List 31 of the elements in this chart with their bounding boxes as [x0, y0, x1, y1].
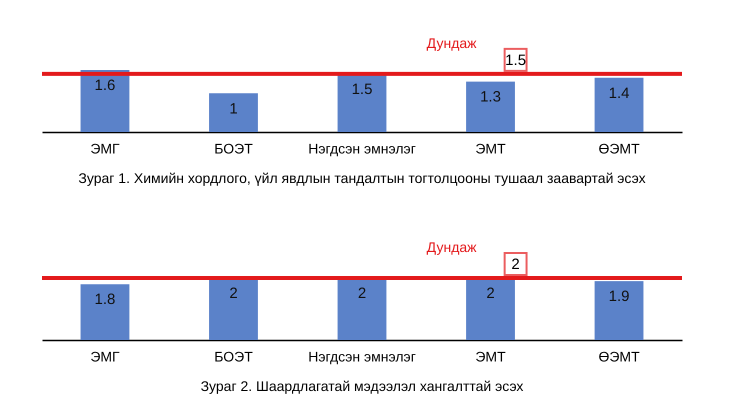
bar [80, 70, 130, 132]
data-label: 1.8 [94, 291, 116, 308]
data-label: 1.5 [352, 80, 372, 98]
x-tick-label: ЭМГ [90, 348, 120, 364]
ref-line-label: Дундаж [426, 239, 478, 255]
x-tick-label: ӨЭМТ [598, 348, 640, 364]
text: Зураг 1. Химийн хордлого, үйл явдлын тандалтын тогтолцооны тушаал заавартай эсэх [78, 170, 646, 186]
data-label: 2 [358, 285, 366, 302]
ref-line-label: Дундаж [426, 34, 478, 51]
bar [209, 93, 258, 132]
annotation: 1.5 [505, 52, 526, 69]
x-tick-label: ӨЭМТ [598, 140, 640, 156]
x-tick-label: БОЭТ [214, 348, 254, 364]
x-tick-label: БОЭТ [214, 140, 254, 156]
annotation: 2 [511, 256, 520, 273]
bar [466, 82, 515, 132]
x-tick-label: ЭМГ [90, 140, 120, 156]
x-tick-label: Нэгдсэн эмнэлэг [308, 348, 416, 364]
x-tick-label: Нэгдсэн эмнэлэг [308, 140, 416, 156]
data-label: 1.3 [480, 88, 501, 106]
text: Зураг 2. Шаардлагатай мэдээлэл хангалттай эсэх [200, 378, 524, 394]
x-tick-label: ЭМТ [475, 348, 506, 364]
x-tick-label: ЭМТ [475, 140, 506, 156]
data-label: 1.6 [94, 77, 116, 94]
data-label: 1.4 [608, 84, 630, 102]
bar [338, 74, 386, 132]
data-label: 1 [229, 100, 238, 118]
data-label: 2 [486, 285, 495, 302]
data-label: 2 [229, 285, 238, 302]
data-label: 1.9 [608, 288, 630, 306]
bar [594, 78, 644, 132]
